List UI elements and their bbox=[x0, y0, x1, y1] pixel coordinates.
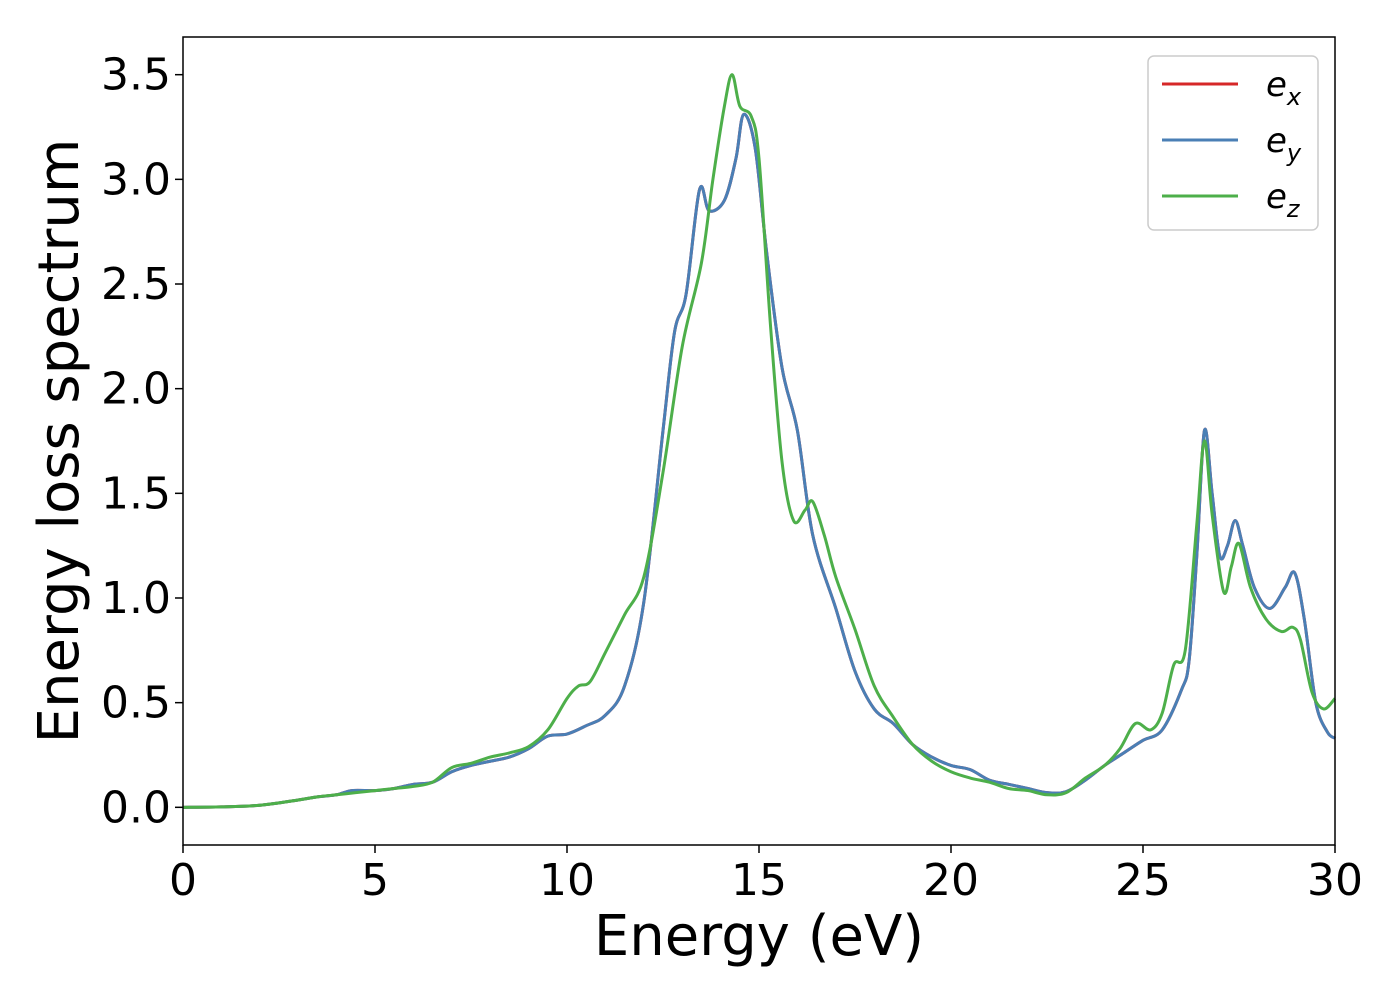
y-axis-ticks: 0.0 0.5 1.0 1.5 2.0 2.5 3.0 3.5 bbox=[101, 50, 183, 833]
y-tick-label: 0.5 bbox=[101, 678, 171, 729]
x-tick-label: 5 bbox=[361, 855, 389, 906]
legend: ex ey ez bbox=[1147, 55, 1319, 231]
y-tick-label: 3.5 bbox=[101, 50, 171, 101]
x-tick-label: 30 bbox=[1307, 855, 1363, 906]
series-line-e-z bbox=[182, 73, 1337, 809]
legend-label-e-x: ex bbox=[1266, 65, 1302, 111]
y-tick-label: 3.0 bbox=[101, 154, 171, 205]
legend-box bbox=[1147, 55, 1319, 231]
series-line-e-y bbox=[182, 112, 1336, 809]
x-axis-ticks: 0 5 10 15 20 25 30 bbox=[169, 845, 1363, 906]
x-tick-label: 25 bbox=[1115, 855, 1171, 906]
x-tick-label: 10 bbox=[539, 855, 595, 906]
x-tick-label: 20 bbox=[923, 855, 979, 906]
y-tick-label: 1.5 bbox=[101, 468, 171, 519]
x-tick-label: 15 bbox=[731, 855, 787, 906]
legend-label-e-z: ez bbox=[1266, 177, 1301, 223]
series-layer bbox=[182, 73, 1337, 809]
x-tick-label: 0 bbox=[169, 855, 197, 906]
y-axis-title: Energy loss spectrum bbox=[27, 139, 92, 744]
y-tick-label: 1.0 bbox=[101, 573, 171, 624]
y-tick-label: 2.0 bbox=[101, 364, 171, 415]
y-tick-label: 0.0 bbox=[101, 782, 171, 833]
y-tick-label: 2.5 bbox=[101, 259, 171, 310]
x-axis-title: Energy (eV) bbox=[594, 904, 924, 969]
legend-label-e-y: ey bbox=[1266, 121, 1302, 167]
